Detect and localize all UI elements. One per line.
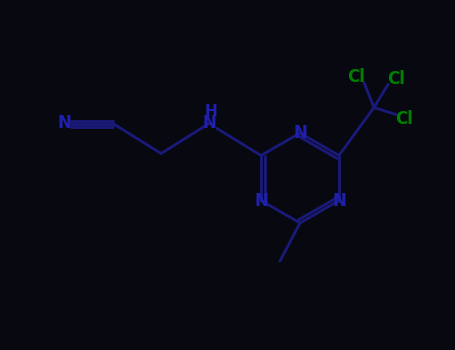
Text: Cl: Cl <box>387 70 405 89</box>
Text: Cl: Cl <box>395 111 413 128</box>
Text: N: N <box>57 114 71 133</box>
Text: Cl: Cl <box>347 69 365 86</box>
Text: N: N <box>332 191 346 210</box>
Text: H: H <box>205 104 217 119</box>
Text: N: N <box>254 191 268 210</box>
Text: N: N <box>293 124 307 142</box>
Text: N: N <box>202 114 216 133</box>
